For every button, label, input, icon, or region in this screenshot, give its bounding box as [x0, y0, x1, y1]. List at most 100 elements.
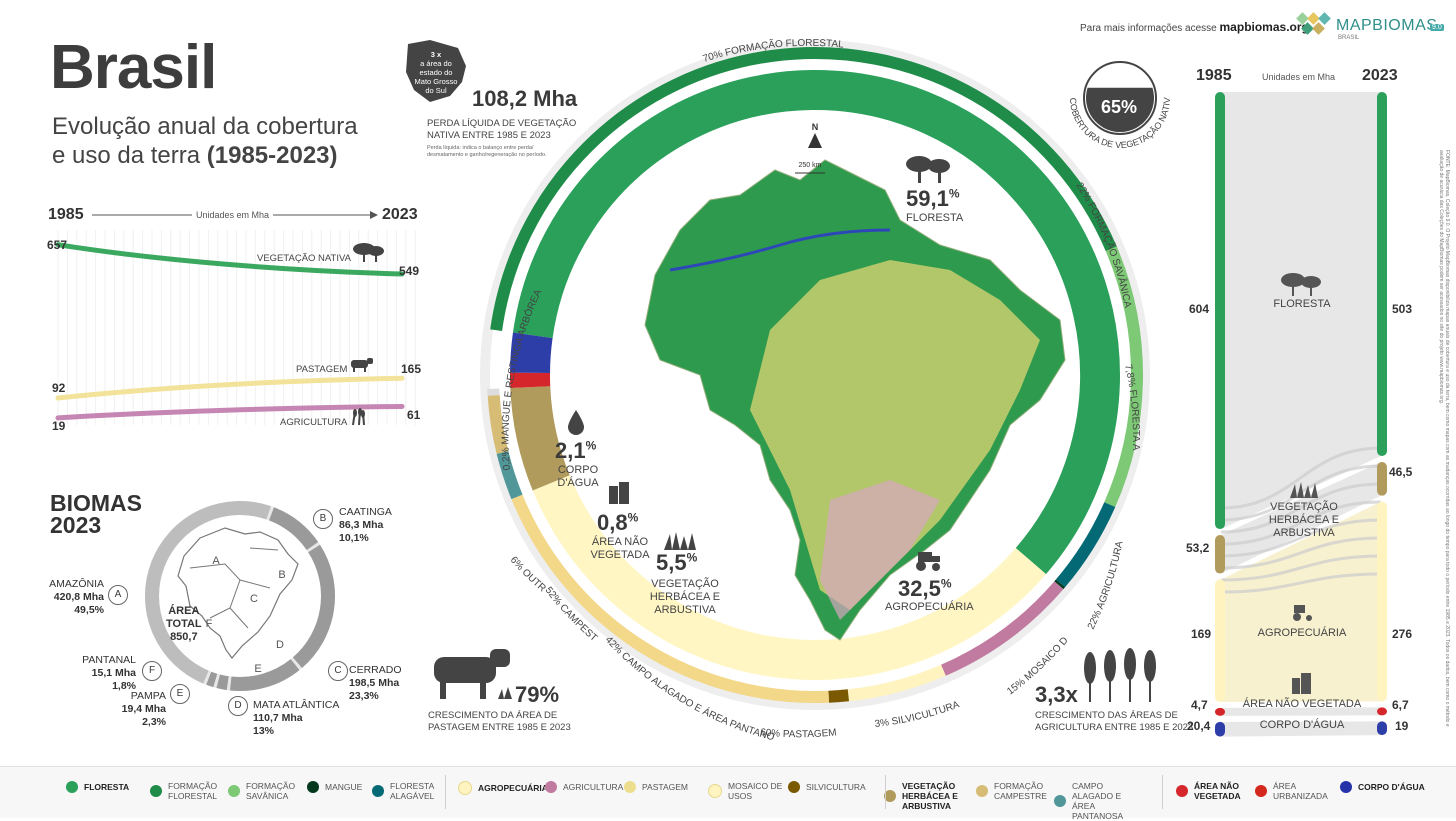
biome-arc-f	[209, 678, 216, 680]
tree-icon	[352, 242, 386, 269]
biome-amazonia-pct: 49,5%	[74, 604, 104, 616]
biome-caatinga: CAATINGA 86,3 Mha 10,1%	[339, 506, 392, 545]
legend-swatch	[307, 781, 319, 793]
ms-line4: Mato Grosso	[415, 77, 458, 86]
sankey-chart	[1205, 88, 1405, 738]
legend-item-1: FORMAÇÃO FLORESTAL	[150, 781, 238, 801]
wheat-large-icon	[1078, 648, 1170, 709]
lbl-nao-veg-1: ÁREA NÃO	[592, 536, 648, 548]
sankey-grass-icon	[1288, 480, 1320, 503]
biome-caatinga-name: CAATINGA	[339, 506, 392, 518]
pasture-growth-value: 79%	[515, 682, 559, 708]
legend-label: FLORESTA	[84, 782, 129, 792]
sankey-building-icon	[1290, 670, 1314, 699]
sankey-veg-2023: 46,5	[1389, 465, 1412, 479]
legend-separator	[1162, 775, 1163, 809]
sankey-end-year: 2023	[1362, 67, 1398, 85]
biome-pampa-name: PAMPA	[131, 690, 166, 702]
biome-amazonia: AMAZÔNIA 420,8 Mha 49,5%	[40, 578, 104, 617]
pct-veg-herbacea: 5,5%	[656, 550, 697, 576]
biomas-donut: A B C F D E	[130, 468, 350, 728]
lbl-veg-herbacea: VEGETAÇÃO HERBÁCEA E ARBUSTIVA	[645, 578, 725, 617]
logo-sub: BRASIL	[1338, 35, 1359, 41]
biome-badge-f: F	[142, 661, 162, 681]
sankey-node-2023-1	[1377, 462, 1387, 496]
legend-label: PASTAGEM	[642, 782, 688, 792]
legend-swatch	[150, 785, 162, 797]
biome-mata-pct: 13%	[253, 725, 274, 737]
biome-badge-e: E	[170, 684, 190, 704]
legend-item-8: MOSAICO DE USOS	[708, 781, 798, 801]
legend-item-12: CAMPO ALAGADO E ÁREA PANTANOSA	[1054, 781, 1142, 821]
legend-label: ÁREA URBANIZADA	[1273, 781, 1343, 801]
biome-pantanal: PANTANAL 15,1 Mha 1,8%	[70, 654, 136, 693]
ms-line1: 3 x	[431, 50, 441, 59]
pct-veg-value: 5,5	[656, 550, 687, 575]
biome-cerrado-name: CERRADO	[349, 664, 402, 676]
sankey-node-2023-0	[1377, 92, 1387, 456]
pasture-growth-label: CRESCIMENTO DA ÁREA DE PASTAGEM ENTRE 19…	[428, 710, 571, 734]
biome-pantanal-name: PANTANAL	[82, 654, 136, 666]
biome-arc-d	[231, 665, 295, 684]
legend-item-7: PASTAGEM	[624, 781, 688, 793]
lbl-agua-1: CORPO	[558, 464, 598, 476]
biomas-title-line2: 2023	[50, 512, 101, 538]
scale-label: 250 km	[799, 162, 822, 169]
legend-swatch	[372, 785, 384, 797]
legend-label: VEGETAÇÃO HERBÁCEA E ARBUSTIVA	[902, 781, 972, 811]
line-chart	[40, 195, 430, 440]
biome-caatinga-area: 86,3 Mha	[339, 519, 383, 531]
sankey-units: Unidades em Mha	[1262, 72, 1335, 82]
biome-pampa-pct: 2,3%	[142, 716, 166, 728]
biome-arc-e	[218, 681, 227, 683]
loss-note-2: desmatamento e ganho/regeneração no perí…	[427, 152, 547, 158]
legend-label: ÁREA NÃO VEGETADA	[1194, 781, 1264, 801]
legend-swatch	[708, 784, 722, 798]
sankey-agro-1985: 169	[1191, 627, 1211, 641]
ms-line3: estado do	[420, 68, 453, 77]
donut-sector-2	[530, 387, 551, 483]
outer-agro-2	[829, 695, 849, 696]
legend-label: AGROPECUÁRIA	[478, 783, 548, 793]
sankey-nao-veg-1985: 4,7	[1191, 698, 1208, 712]
sankey-floresta-2023: 503	[1392, 302, 1412, 316]
legend-item-10: VEGETAÇÃO HERBÁCEA E ARBUSTIVA	[884, 781, 972, 811]
sankey-label-nao-veg: ÁREA NÃO VEGETADA	[1236, 698, 1368, 711]
legend-item-9: SILVICULTURA	[788, 781, 866, 793]
sankey-agro-2023: 276	[1392, 627, 1412, 641]
biome-mata-name: MATA ATLÂNTICA	[253, 699, 339, 711]
pct-agro-value: 32,5	[898, 576, 941, 601]
biome-mata-area: 110,7 Mha	[253, 712, 303, 724]
legend-swatch	[228, 785, 240, 797]
lbl-agropecuaria: AGROPECUÁRIA	[885, 601, 974, 614]
biome-pampa-area: 19,4 Mha	[122, 703, 166, 715]
legend-swatch	[976, 785, 988, 797]
legend-item-14: ÁREA URBANIZADA	[1255, 781, 1343, 801]
line-chart-units: Unidades em Mha	[192, 210, 273, 220]
biomas-title: BIOMAS 2023	[50, 492, 142, 536]
biome-cerrado: CERRADO 198,5 Mha 23,3%	[349, 664, 402, 703]
agri-growth-l1: CRESCIMENTO DAS ÁREAS DE	[1035, 710, 1178, 721]
legend-item-13: ÁREA NÃO VEGETADA	[1176, 781, 1264, 801]
native-cover-value: 65%	[1101, 97, 1137, 118]
legend-item-15: CORPO D'ÁGUA	[1340, 781, 1425, 793]
legend-swatch	[545, 781, 557, 793]
agri-growth-label: CRESCIMENTO DAS ÁREAS DE AGRICULTURA ENT…	[1035, 710, 1193, 734]
biome-letter-c: C	[250, 593, 258, 605]
legend-item-2: FORMAÇÃO SAVÂNICA	[228, 781, 316, 801]
sankey-node-1985-2	[1215, 580, 1225, 702]
legend-swatch	[1054, 795, 1066, 807]
biome-pampa: PAMPA 19,4 Mha 2,3%	[96, 690, 166, 729]
sankey-label-agua: CORPO D'ÁGUA	[1250, 719, 1354, 732]
legend-item-6: AGRICULTURA	[545, 781, 623, 793]
sankey-node-2023-4	[1377, 721, 1387, 735]
source-note: FONTE: MapBiomas, Coleção 9.0. O Projeto…	[1438, 150, 1450, 730]
building-icon	[606, 480, 632, 511]
lbl-agua: CORPO D'ÁGUA	[552, 464, 604, 490]
pct-floresta-value: 59,1	[906, 186, 949, 211]
loss-note-1: Perda líquida: indica o balanço entre pe…	[427, 145, 533, 151]
biome-badge-b: B	[313, 509, 333, 529]
pct-agua: 2,1%	[555, 438, 596, 464]
legend-label: SILVICULTURA	[806, 782, 866, 792]
